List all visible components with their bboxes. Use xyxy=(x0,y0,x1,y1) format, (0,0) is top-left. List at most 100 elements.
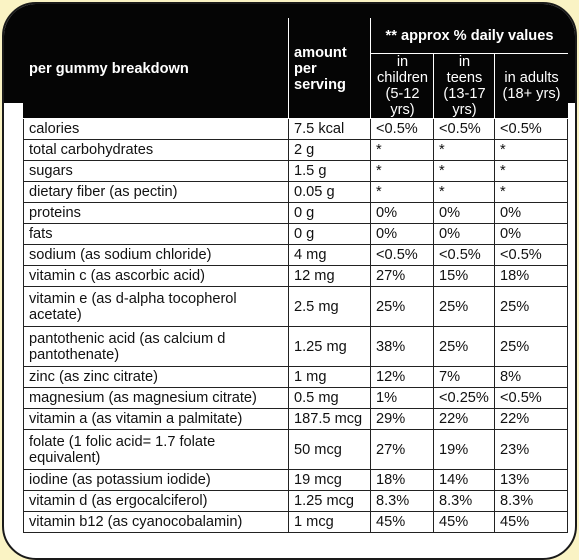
amount-cell: 1.25 mcg xyxy=(288,490,371,512)
amount-cell: 1.5 g xyxy=(288,160,371,182)
table-row: vitamin b12 (as cyanocobalamin) 1 mcg 45% 4… xyxy=(23,511,569,533)
adults-dv-cell: <0.5% xyxy=(493,118,569,140)
adults-dv-cell: 8% xyxy=(493,366,569,388)
children-dv-cell: 25% xyxy=(370,286,434,327)
amount-cell: 2 g xyxy=(288,139,371,161)
adults-dv-cell: * xyxy=(493,181,569,203)
adults-dv-cell: 18% xyxy=(493,265,569,287)
children-dv-cell: 38% xyxy=(370,326,434,367)
children-dv-cell: * xyxy=(370,181,434,203)
nutrient-cell: sodium (as sodium chloride) xyxy=(23,244,289,266)
teens-dv-cell: <0.5% xyxy=(433,244,495,266)
header-teens-label: in teens xyxy=(446,54,483,86)
table-row: pantothenic acid (as calcium d pantothen… xyxy=(23,326,569,367)
teens-dv-cell: 14% xyxy=(433,469,495,491)
children-dv-cell: 1% xyxy=(370,387,434,409)
adults-dv-cell: 0% xyxy=(493,223,569,245)
amount-cell: 19 mcg xyxy=(288,469,371,491)
nutrient-cell: pantothenic acid (as calcium d pantothen… xyxy=(23,326,289,367)
teens-dv-cell: <0.5% xyxy=(433,118,495,140)
nutrient-cell: vitamin a (as vitamin a palmitate) xyxy=(23,408,289,430)
table-row: total carbohydrates 2 g * * * xyxy=(23,139,569,161)
children-dv-cell: 12% xyxy=(370,366,434,388)
amount-cell: 2.5 mg xyxy=(288,286,371,327)
children-dv-cell: * xyxy=(370,139,434,161)
children-dv-cell: <0.5% xyxy=(370,118,434,140)
teens-dv-cell: 0% xyxy=(433,202,495,224)
children-dv-cell: 18% xyxy=(370,469,434,491)
teens-dv-cell: 7% xyxy=(433,366,495,388)
amount-cell: 1 mcg xyxy=(288,511,371,533)
header-children-label: in children xyxy=(376,54,429,86)
table-row: iodine (as potassium iodide) 19 mcg 18% 14%… xyxy=(23,469,569,491)
children-dv-cell: 27% xyxy=(370,265,434,287)
table-row: vitamin e (as d-alpha tocopherol acetate… xyxy=(23,286,569,327)
amount-cell: 4 mg xyxy=(288,244,371,266)
children-dv-cell: <0.5% xyxy=(370,244,434,266)
amount-cell: 0.05 g xyxy=(288,181,371,203)
adults-dv-cell: 13% xyxy=(493,469,569,491)
teens-dv-cell: <0.25% xyxy=(433,387,495,409)
amount-cell: 7.5 kcal xyxy=(288,118,371,140)
teens-dv-cell: 25% xyxy=(433,326,495,367)
table-body: calories 7.5 kcal <0.5% <0.5% <0.5% total car… xyxy=(23,118,569,533)
children-dv-cell: * xyxy=(370,160,434,182)
teens-dv-cell: * xyxy=(433,139,495,161)
adults-dv-cell: * xyxy=(493,160,569,182)
nutrition-table: per gummy breakdown amount per serving *… xyxy=(23,18,569,533)
children-dv-cell: 45% xyxy=(370,511,434,533)
nutrient-cell: folate (1 folic acid= 1.7 folate equival… xyxy=(23,429,289,470)
header-children-range: (5-12 yrs) xyxy=(385,86,420,118)
nutrient-cell: vitamin c (as ascorbic acid) xyxy=(23,265,289,287)
teens-dv-cell: 8.3% xyxy=(433,490,495,512)
header-adults: in adults (18+ yrs) xyxy=(493,53,569,119)
table-row: calories 7.5 kcal <0.5% <0.5% <0.5% xyxy=(23,118,569,140)
table-row: fats 0 g 0% 0% 0% xyxy=(23,223,569,245)
header-teens: in teens (13-17 yrs) xyxy=(433,53,495,119)
adults-dv-cell: 25% xyxy=(493,286,569,327)
header-adults-label: in adults xyxy=(504,70,559,86)
amount-cell: 187.5 mcg xyxy=(288,408,371,430)
table-row: magnesium (as magnesium citrate) 0.5 mg 1%… xyxy=(23,387,569,409)
nutrient-cell: vitamin d (as ergocalciferol) xyxy=(23,490,289,512)
nutrient-cell: iodine (as potassium iodide) xyxy=(23,469,289,491)
header-children: in children (5-12 yrs) xyxy=(370,53,434,119)
table-row: zinc (as zinc citrate) 1 mg 12% 7% 8% xyxy=(23,366,569,388)
header-teens-range: (13-17 yrs) xyxy=(443,86,486,118)
adults-dv-cell: 25% xyxy=(493,326,569,367)
nutrient-cell: total carbohydrates xyxy=(23,139,289,161)
amount-cell: 0 g xyxy=(288,202,371,224)
amount-cell: 50 mcg xyxy=(288,429,371,470)
adults-dv-cell: 45% xyxy=(493,511,569,533)
teens-dv-cell: * xyxy=(433,181,495,203)
table-row: vitamin a (as vitamin a palmitate) 187.5 … xyxy=(23,408,569,430)
children-dv-cell: 8.3% xyxy=(370,490,434,512)
table-row: proteins 0 g 0% 0% 0% xyxy=(23,202,569,224)
adults-dv-cell: <0.5% xyxy=(493,244,569,266)
nutrient-cell: dietary fiber (as pectin) xyxy=(23,181,289,203)
table-row: vitamin d (as ergocalciferol) 1.25 mcg 8.3… xyxy=(23,490,569,512)
nutrient-cell: proteins xyxy=(23,202,289,224)
teens-dv-cell: 25% xyxy=(433,286,495,327)
adults-dv-cell: 23% xyxy=(493,429,569,470)
adults-dv-cell: 22% xyxy=(493,408,569,430)
amount-cell: 0.5 mg xyxy=(288,387,371,409)
header-daily-values: ** approx % daily values xyxy=(369,18,569,54)
adults-dv-cell: <0.5% xyxy=(493,387,569,409)
amount-cell: 1.25 mg xyxy=(288,326,371,367)
amount-cell: 1 mg xyxy=(288,366,371,388)
nutrient-cell: vitamin b12 (as cyanocobalamin) xyxy=(23,511,289,533)
teens-dv-cell: 15% xyxy=(433,265,495,287)
children-dv-cell: 0% xyxy=(370,223,434,245)
nutrient-cell: fats xyxy=(23,223,289,245)
teens-dv-cell: 19% xyxy=(433,429,495,470)
table-row: dietary fiber (as pectin) 0.05 g * * * xyxy=(23,181,569,203)
header-nutrient: per gummy breakdown xyxy=(23,18,289,119)
table-row: sugars 1.5 g * * * xyxy=(23,160,569,182)
header-adults-range: (18+ yrs) xyxy=(502,86,561,102)
nutrient-cell: vitamin e (as d-alpha tocopherol acetate… xyxy=(23,286,289,327)
nutrient-cell: sugars xyxy=(23,160,289,182)
teens-dv-cell: 22% xyxy=(433,408,495,430)
nutrient-cell: magnesium (as magnesium citrate) xyxy=(23,387,289,409)
